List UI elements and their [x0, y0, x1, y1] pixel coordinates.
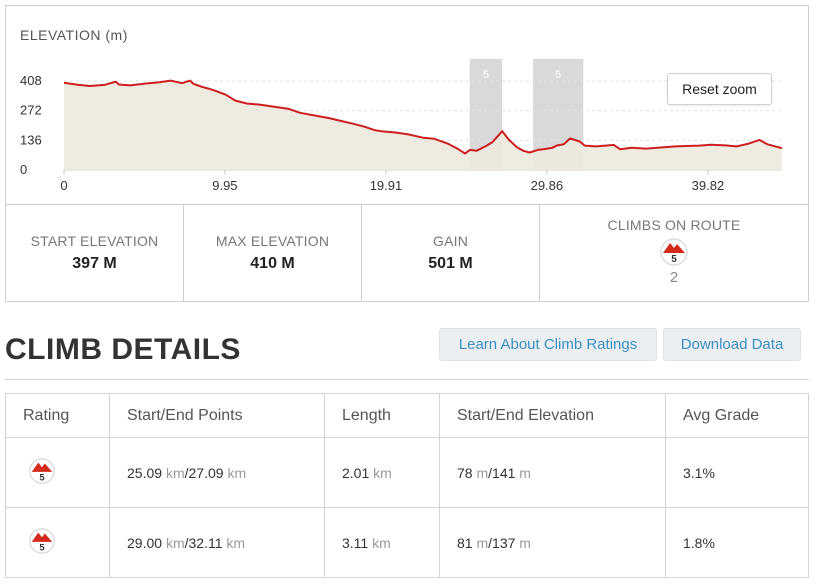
climb-details-table: Rating Start/End Points Length Start/End…	[5, 393, 809, 578]
x-tick-label: 29.86	[531, 178, 564, 193]
gain-label: GAIN	[432, 233, 469, 249]
y-tick-label: 272	[20, 103, 42, 118]
climbs-on-route-label: CLIMBS ON ROUTE	[607, 217, 741, 233]
climb-region-label: 5	[483, 69, 489, 81]
avg-grade-cell: 1.8%	[665, 507, 809, 578]
rating-cell: 5	[5, 507, 110, 578]
header-avg-grade: Avg Grade	[665, 393, 809, 438]
download-data-button[interactable]: Download Data	[663, 328, 801, 361]
table-row[interactable]: 5 25.09 km/27.09 km 2.01 km 78 m/141 m 3…	[5, 437, 809, 508]
table-row[interactable]: 5 29.00 km/32.11 km 3.11 km 81 m/137 m 1…	[5, 507, 809, 578]
x-tick-label: 9.95	[212, 178, 237, 193]
rating-cell: 5	[5, 437, 110, 508]
header-start-end-elevation: Start/End Elevation	[439, 393, 666, 438]
start-end-elevation-cell: 81 m/137 m	[439, 507, 666, 578]
header-length: Length	[324, 393, 440, 438]
gain-stat: GAIN 501 M	[362, 205, 540, 301]
max-elevation-label: MAX ELEVATION	[215, 233, 330, 249]
climb-region-label: 5	[555, 69, 561, 81]
climb-rating-badge-icon: 5	[29, 528, 55, 554]
learn-climb-ratings-button[interactable]: Learn About Climb Ratings	[439, 328, 657, 361]
climbs-on-route-stat: CLIMBS ON ROUTE 5 2	[540, 205, 808, 301]
length-cell: 3.11 km	[324, 507, 440, 578]
max-elevation-value: 410 M	[250, 255, 295, 272]
route-stats: START ELEVATION 397 M MAX ELEVATION 410 …	[5, 205, 809, 302]
avg-grade-cell: 3.1%	[665, 437, 809, 508]
y-tick-label: 136	[20, 132, 42, 147]
gain-value: 501 M	[428, 255, 473, 272]
x-tick-label: 19.91	[370, 178, 403, 193]
y-tick-label: 408	[20, 73, 42, 88]
length-cell: 2.01 km	[324, 437, 440, 508]
start-end-elevation-cell: 78 m/141 m	[439, 437, 666, 508]
elevation-chart-svg: 5 5 408 272 136 0 0 9.95 19.91 29.86 39.82 ELEVA…	[20, 27, 783, 193]
elevation-chart[interactable]: 5 5 408 272 136 0 0 9.95 19.91 29.86 39.82 ELEVA…	[5, 5, 809, 205]
section-divider	[5, 379, 809, 380]
climb-rating-badge-icon: 5	[660, 238, 688, 266]
start-elevation-stat: START ELEVATION 397 M	[6, 205, 184, 301]
start-end-points-cell: 29.00 km/32.11 km	[109, 507, 325, 578]
header-rating: Rating	[5, 393, 110, 438]
y-tick-label: 0	[20, 162, 27, 177]
start-elevation-label: START ELEVATION	[30, 233, 159, 249]
reset-zoom-button[interactable]: Reset zoom	[667, 73, 772, 105]
chart-title: ELEVATION (m)	[20, 27, 128, 43]
svg-text:5: 5	[671, 254, 677, 265]
x-tick-label: 39.82	[692, 178, 725, 193]
climb-rating-badge-icon: 5	[29, 458, 55, 484]
header-start-end-points: Start/End Points	[109, 393, 325, 438]
climb-details-title: CLIMB DETAILS	[5, 333, 241, 366]
start-end-points-cell: 25.09 km/27.09 km	[109, 437, 325, 508]
x-tick-label: 0	[60, 178, 67, 193]
climbs-count: 2	[669, 269, 679, 286]
svg-text:5: 5	[39, 472, 44, 482]
max-elevation-stat: MAX ELEVATION 410 M	[184, 205, 362, 301]
svg-text:5: 5	[39, 542, 44, 552]
elevation-series-line	[63, 79, 783, 155]
start-elevation-value: 397 M	[72, 255, 117, 272]
